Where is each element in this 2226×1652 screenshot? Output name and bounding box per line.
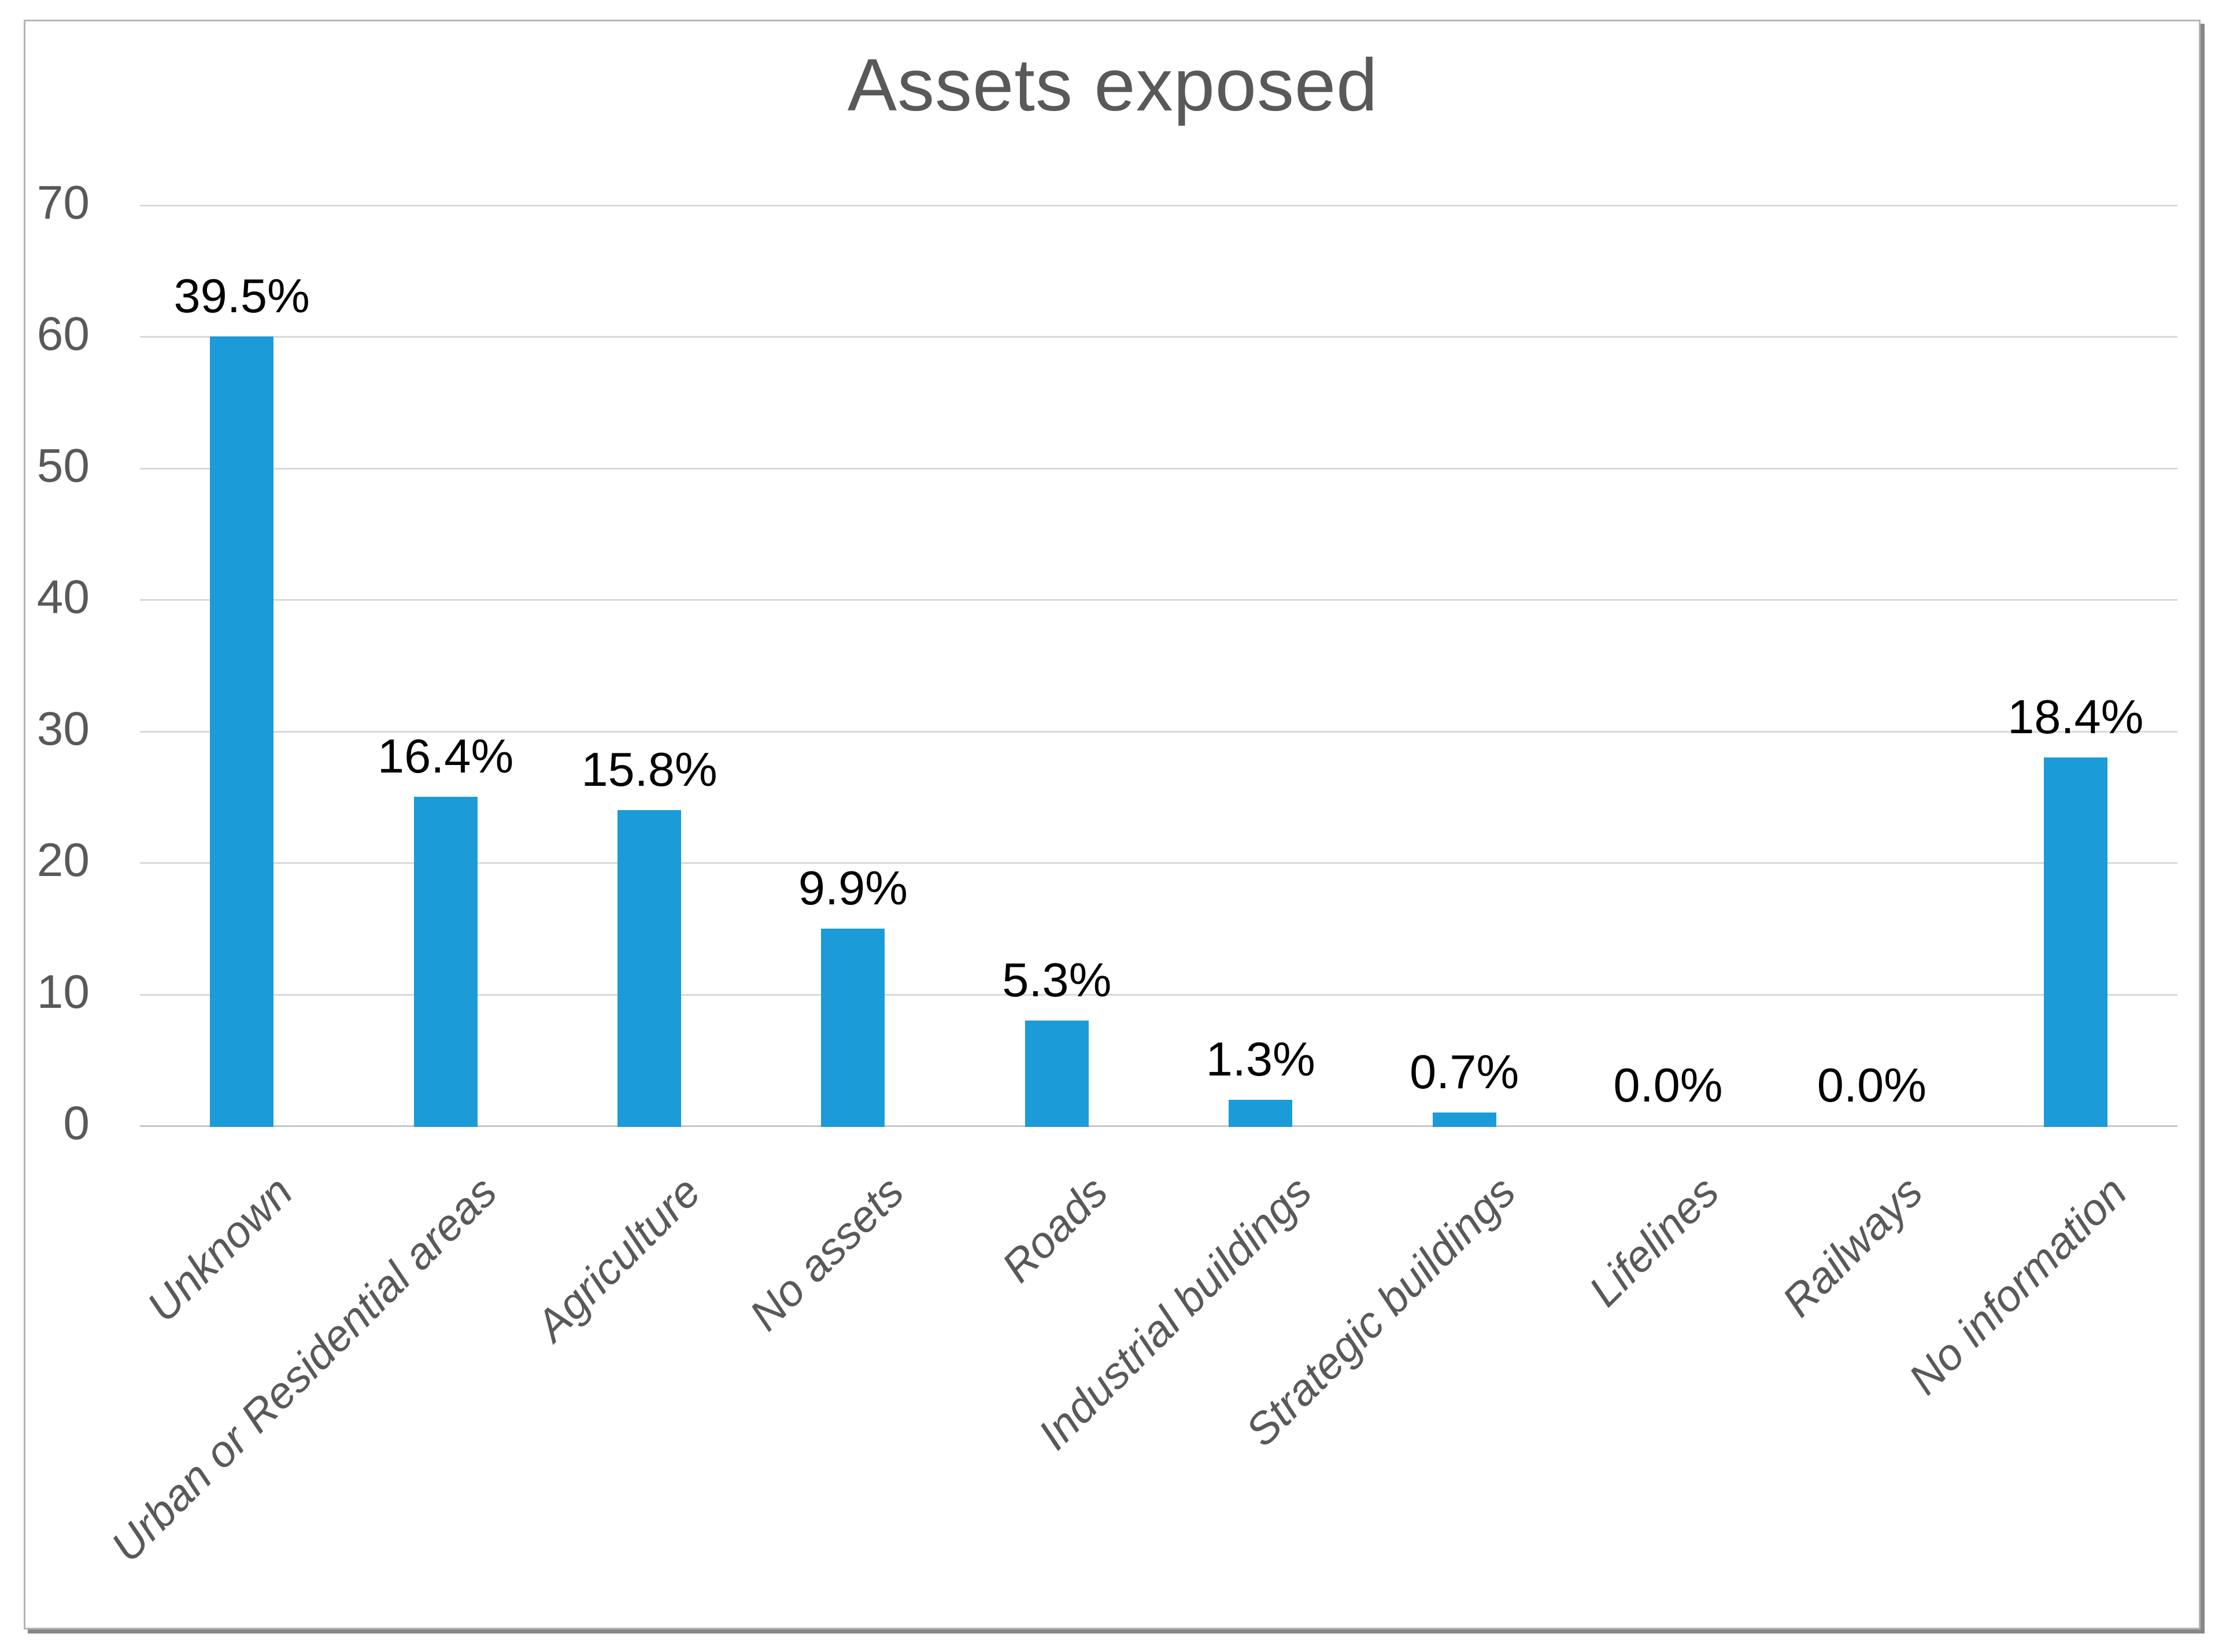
data-label-strategic-buildings: 0.7%	[1410, 1045, 1519, 1099]
bar-urban-or-residential-areas	[413, 797, 478, 1127]
gridline-10	[140, 993, 2177, 996]
chart-frame	[24, 20, 2201, 1629]
gridline-20	[140, 862, 2177, 864]
bar-industrial-buildings	[1229, 1099, 1293, 1127]
y-tick-label-70: 70	[36, 176, 90, 229]
bar-no-information	[2043, 757, 2107, 1127]
bar-roads	[1025, 1021, 1089, 1127]
data-label-lifelines: 0.0%	[1613, 1058, 1723, 1112]
gridline-60	[140, 336, 2177, 338]
gridline-70	[140, 205, 2177, 206]
gridline-40	[140, 599, 2177, 601]
bar-unknown	[210, 337, 274, 1127]
chart-title: Assets exposed	[847, 44, 1378, 127]
gridline-0	[140, 1125, 2177, 1127]
bar-no-assets	[821, 928, 885, 1127]
data-label-no-information: 18.4%	[2007, 690, 2144, 744]
data-label-industrial-buildings: 1.3%	[1206, 1032, 1315, 1086]
data-label-no-assets: 9.9%	[798, 860, 908, 915]
bar-strategic-buildings	[1432, 1113, 1496, 1127]
y-tick-label-0: 0	[63, 1097, 90, 1150]
data-label-agriculture: 15.8%	[581, 742, 718, 797]
y-tick-label-60: 60	[36, 308, 90, 361]
bar-agriculture	[617, 810, 681, 1127]
y-tick-label-20: 20	[36, 834, 90, 887]
data-label-railways: 0.0%	[1817, 1058, 1927, 1112]
data-label-unknown: 39.5%	[173, 269, 310, 323]
y-tick-label-50: 50	[36, 439, 90, 492]
data-label-roads: 5.3%	[1002, 953, 1112, 1007]
gridline-30	[140, 730, 2177, 733]
y-tick-label-40: 40	[36, 571, 90, 624]
y-tick-label-30: 30	[36, 702, 90, 755]
data-label-urban-or-residential-areas: 16.4%	[377, 729, 514, 784]
y-tick-label-10: 10	[36, 965, 90, 1018]
gridline-50	[140, 467, 2177, 470]
